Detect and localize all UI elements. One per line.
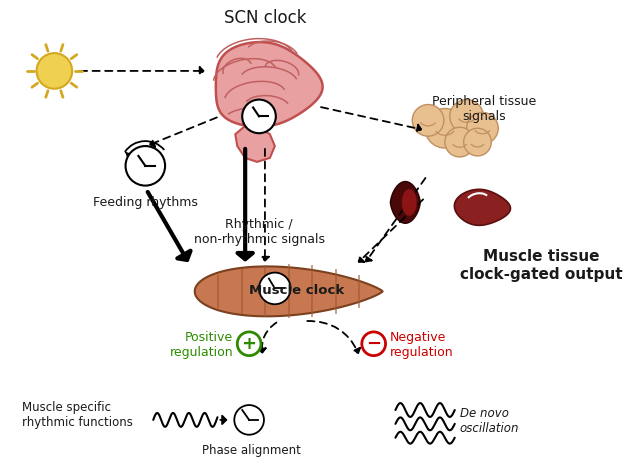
Circle shape	[467, 113, 498, 145]
Circle shape	[450, 101, 483, 134]
Polygon shape	[235, 125, 275, 162]
Polygon shape	[390, 182, 420, 224]
Text: De novo
oscillation: De novo oscillation	[460, 406, 519, 434]
Polygon shape	[195, 267, 383, 317]
Text: Feeding rhythms: Feeding rhythms	[93, 196, 198, 209]
Polygon shape	[401, 189, 417, 217]
Polygon shape	[216, 43, 322, 127]
Text: Positive
regulation: Positive regulation	[169, 330, 233, 358]
Text: Phase alignment: Phase alignment	[202, 442, 300, 456]
Circle shape	[234, 405, 264, 435]
Text: Muscle specific
rhythmic functions: Muscle specific rhythmic functions	[22, 400, 133, 428]
Circle shape	[126, 147, 165, 186]
Text: Peripheral tissue
signals: Peripheral tissue signals	[432, 95, 537, 123]
Circle shape	[242, 101, 276, 134]
Circle shape	[362, 332, 386, 356]
Text: Rhythmic /
non-rhythmic signals: Rhythmic / non-rhythmic signals	[193, 218, 324, 246]
Text: −: −	[366, 334, 381, 352]
Circle shape	[259, 273, 291, 305]
Circle shape	[412, 105, 444, 137]
Circle shape	[37, 54, 72, 90]
Circle shape	[464, 129, 491, 157]
Text: SCN clock: SCN clock	[223, 9, 306, 27]
Text: +: +	[241, 335, 257, 353]
Polygon shape	[455, 190, 510, 226]
Text: Muscle clock: Muscle clock	[249, 283, 344, 296]
Circle shape	[425, 109, 465, 149]
Circle shape	[445, 128, 474, 157]
Circle shape	[238, 332, 261, 356]
Text: Muscle tissue
clock-gated output: Muscle tissue clock-gated output	[460, 249, 623, 281]
Text: Negative
regulation: Negative regulation	[390, 330, 453, 358]
